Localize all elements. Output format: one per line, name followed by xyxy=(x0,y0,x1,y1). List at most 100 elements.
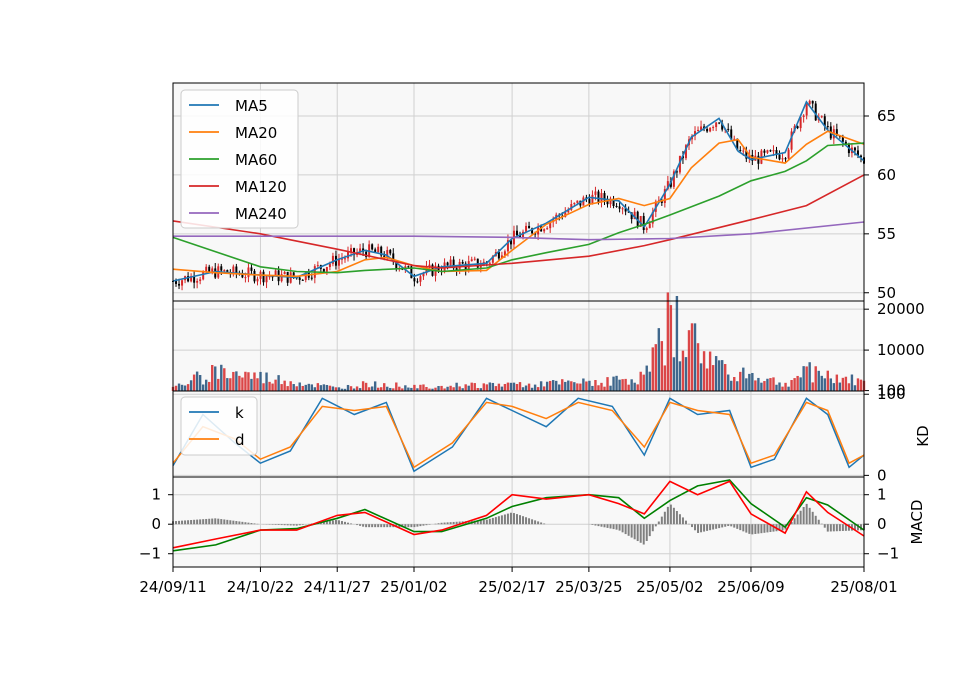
volume-bar xyxy=(331,386,335,391)
volume-bar xyxy=(564,381,567,391)
macd-histogram-bar xyxy=(691,524,694,528)
macd-histogram-bar xyxy=(383,524,386,528)
macd-histogram-bar xyxy=(362,524,365,527)
volume-bar xyxy=(440,385,443,391)
candle-body xyxy=(301,279,304,281)
macd-histogram-bar xyxy=(229,520,232,525)
volume-bar xyxy=(189,380,193,391)
macd-histogram-bar xyxy=(223,519,226,525)
volume-bar xyxy=(461,388,464,391)
candle-body xyxy=(253,270,256,282)
macd-histogram-bar xyxy=(597,524,600,527)
macd-histogram-bar xyxy=(715,524,718,529)
legend-label-ma120: MA120 xyxy=(235,178,287,196)
macd-histogram-bar xyxy=(425,524,428,526)
macd-histogram-bar xyxy=(202,519,205,525)
macd-histogram-bar xyxy=(754,524,757,534)
candle-body xyxy=(232,266,235,274)
volume-bar xyxy=(452,387,455,391)
candle-body xyxy=(377,246,380,253)
macd-histogram-bar xyxy=(835,524,838,532)
macd-histogram-bar xyxy=(509,512,512,525)
macd-histogram-bar xyxy=(742,524,745,532)
macd-histogram-bar xyxy=(443,522,446,525)
volume-bar xyxy=(714,356,718,391)
macd-histogram-bar xyxy=(497,516,500,525)
macd-histogram-bar xyxy=(187,520,190,525)
macd-histogram-bar xyxy=(684,520,687,525)
macd-histogram-bar xyxy=(455,521,458,525)
volume-bar xyxy=(844,376,848,391)
volume-bar xyxy=(289,381,292,391)
volume-bar xyxy=(277,375,280,391)
macd-histogram-bar xyxy=(184,520,187,525)
candle-body xyxy=(491,256,494,263)
volume-bar xyxy=(561,379,564,391)
volume-bar xyxy=(630,379,633,391)
candle-body xyxy=(187,276,190,282)
candle-body xyxy=(235,266,238,274)
candle-body xyxy=(519,235,522,238)
candle-body xyxy=(196,280,199,283)
macd-histogram-bar xyxy=(621,524,624,533)
volume-bar xyxy=(349,386,353,391)
candle-body xyxy=(410,266,413,279)
macd-histogram-bar xyxy=(817,519,820,525)
candle-body xyxy=(395,261,398,269)
volume-bar xyxy=(835,374,839,391)
macd-histogram-bar xyxy=(298,524,301,526)
candle-body xyxy=(757,155,760,164)
candle-body xyxy=(181,280,184,286)
candle-body xyxy=(591,194,594,205)
macd-histogram-bar xyxy=(193,519,196,525)
candle-body xyxy=(374,249,377,253)
volume-bar xyxy=(518,382,522,391)
volume-bar xyxy=(693,323,697,391)
macd-histogram-bar xyxy=(829,524,832,532)
candle-body xyxy=(700,126,703,130)
x-tick-label: 25/06/09 xyxy=(717,578,784,596)
volume-bar xyxy=(733,377,736,391)
candle-body xyxy=(612,198,615,206)
legend-label-ma240: MA240 xyxy=(235,205,287,223)
candle-body xyxy=(802,115,805,118)
volume-bar xyxy=(301,385,304,391)
macd-histogram-bar xyxy=(537,521,540,525)
macd-histogram-bar xyxy=(286,524,289,526)
volume-bar xyxy=(262,383,265,391)
candle-body xyxy=(325,267,328,272)
candle-body xyxy=(549,222,552,229)
macd-line xyxy=(172,480,865,549)
macd-histogram-bar xyxy=(534,520,537,525)
candle-body xyxy=(190,276,193,282)
volume-bar xyxy=(648,371,651,391)
volume-bar xyxy=(223,368,226,391)
volume-bar xyxy=(208,381,211,391)
candle-body xyxy=(570,204,573,210)
volume-bar xyxy=(555,380,558,391)
macd-histogram-bar xyxy=(627,524,630,536)
volume-bar xyxy=(657,328,661,391)
volume-bar xyxy=(337,387,341,391)
macd-histogram-bar xyxy=(479,520,482,525)
macd-histogram-bar xyxy=(706,524,709,531)
candle-body xyxy=(241,274,244,278)
candle-body xyxy=(826,126,829,128)
candle-body xyxy=(413,278,416,282)
candle-body xyxy=(787,149,790,159)
volume-y-tick-label: 10000 xyxy=(877,341,925,359)
volume-bar xyxy=(814,366,817,391)
candle-body xyxy=(322,268,325,272)
volume-bar xyxy=(404,385,407,391)
candle-body xyxy=(488,262,491,264)
volume-bar xyxy=(304,384,307,391)
volume-bar xyxy=(319,385,323,391)
candle-body xyxy=(199,279,202,281)
volume-bar xyxy=(198,374,202,391)
volume-bar xyxy=(449,385,452,391)
x-tick-label: 24/09/11 xyxy=(139,578,206,596)
volume-y-tick-label: 20000 xyxy=(877,300,925,318)
volume-bar xyxy=(364,382,368,391)
volume-bar xyxy=(186,384,190,391)
macd-histogram-bar xyxy=(766,524,769,533)
